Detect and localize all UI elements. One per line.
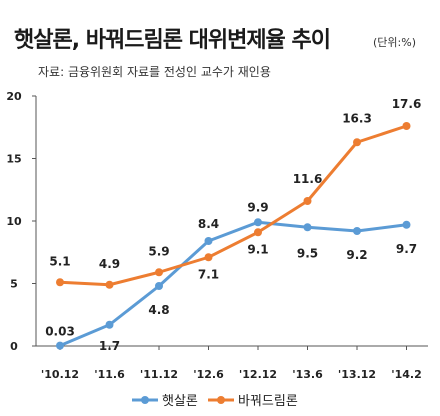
series-haetsal-point bbox=[402, 220, 411, 229]
data-label-haetsal: 9.2 bbox=[346, 248, 367, 262]
series-haetsal-point bbox=[303, 223, 312, 232]
series-bakkwo-point bbox=[402, 122, 411, 130]
series-haetsal-point bbox=[105, 320, 114, 329]
data-label-bakkwo: 16.3 bbox=[342, 111, 372, 125]
y-tick-label: 10 bbox=[6, 215, 22, 228]
x-tick-label: '13.12 bbox=[338, 368, 376, 381]
legend-bakkwo-marker bbox=[217, 396, 225, 404]
data-label-bakkwo: 5.9 bbox=[148, 244, 169, 258]
data-label-bakkwo: 5.1 bbox=[49, 254, 70, 268]
x-tick-label: '12.12 bbox=[239, 368, 277, 381]
series-haetsal-point bbox=[353, 227, 361, 235]
legend-bakkwo-label: 바꿔드림론 bbox=[238, 394, 298, 409]
x-tick-label: '10.12 bbox=[41, 368, 79, 381]
data-label-haetsal: 1.7 bbox=[99, 339, 120, 353]
x-tick-label: '14.2 bbox=[391, 368, 422, 381]
series-haetsal-point bbox=[56, 341, 64, 350]
unit-label: (단위:%) bbox=[373, 36, 416, 49]
x-tick-label: '11.12 bbox=[140, 368, 178, 381]
series-haetsal-point bbox=[254, 218, 262, 227]
data-label-bakkwo: 7.1 bbox=[198, 267, 219, 281]
data-label-haetsal: 9.5 bbox=[297, 246, 318, 260]
series-bakkwo-line bbox=[59, 124, 407, 287]
series-haetsal-line bbox=[59, 220, 407, 348]
y-tick-label: 15 bbox=[6, 153, 21, 166]
series-haetsal-point bbox=[204, 237, 213, 245]
series-bakkwo-point bbox=[303, 197, 312, 205]
data-label-bakkwo: 4.9 bbox=[99, 257, 120, 271]
series-bakkwo-point bbox=[105, 280, 114, 289]
data-label-bakkwo: 11.6 bbox=[293, 172, 323, 186]
data-label-bakkwo: 17.6 bbox=[392, 97, 422, 111]
x-tick-label: '12.6 bbox=[193, 368, 224, 381]
data-label-haetsal: 8.4 bbox=[198, 217, 219, 231]
series-bakkwo-point bbox=[353, 138, 361, 147]
y-tick-label: 20 bbox=[6, 90, 22, 103]
chart-title: 햇살론, 바꿔드림론 대위변제율 추이 bbox=[14, 28, 331, 53]
source-note: 자료: 금융위원회 자료를 전성인 교수가 재인용 bbox=[38, 65, 271, 79]
legend-haetsal-marker bbox=[141, 396, 149, 404]
data-label-haetsal: 4.8 bbox=[148, 303, 169, 317]
x-tick-label: '11.6 bbox=[94, 368, 125, 381]
series-bakkwo-point bbox=[56, 278, 64, 287]
data-label-haetsal: 0.03 bbox=[45, 325, 75, 339]
series-haetsal-point bbox=[155, 282, 163, 290]
data-label-bakkwo: 9.1 bbox=[247, 242, 268, 256]
y-tick-label: 5 bbox=[10, 278, 18, 291]
data-label-haetsal: 9.9 bbox=[247, 200, 268, 214]
series-bakkwo-point bbox=[155, 268, 163, 277]
series-bakkwo-point bbox=[204, 253, 213, 262]
legend-haetsal-label: 햇살론 bbox=[162, 393, 198, 409]
y-tick-label: 0 bbox=[10, 340, 18, 353]
data-label-haetsal: 9.7 bbox=[396, 242, 417, 256]
series-bakkwo-point bbox=[254, 228, 262, 237]
x-tick-label: '13.6 bbox=[292, 368, 323, 381]
